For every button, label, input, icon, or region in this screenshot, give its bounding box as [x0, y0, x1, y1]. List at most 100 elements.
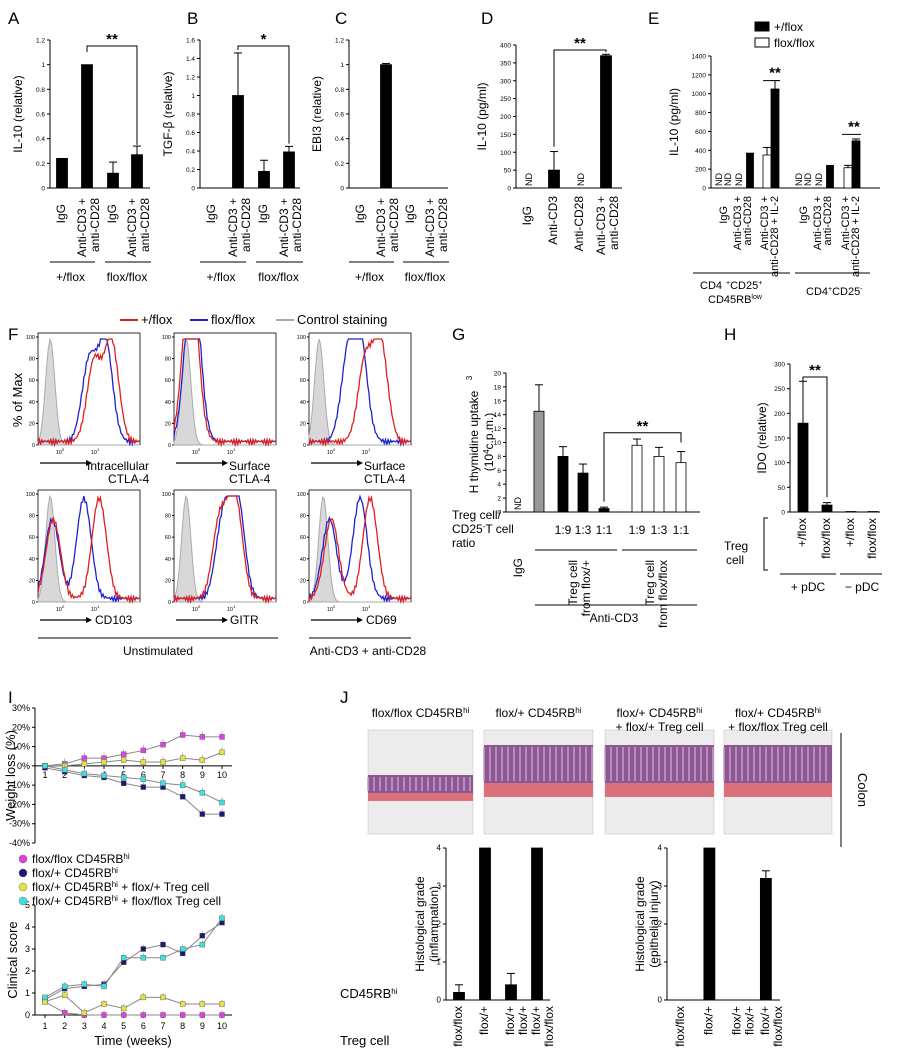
y-tick-label: 200	[774, 411, 785, 418]
y-tick-label: 20	[29, 578, 35, 584]
y-tick-label: 0	[497, 510, 501, 517]
y-tick-label: 20%	[12, 722, 30, 732]
legend-swatch-flox-flox	[754, 37, 770, 48]
y-tick-label: 20	[300, 421, 306, 427]
histology-subtitle: + flox/flox Treg cell	[728, 720, 828, 734]
y-axis-title: Weight loss (%)	[3, 730, 18, 821]
x-tick-label: flox/flox	[819, 518, 833, 559]
y-tick-label: 0	[32, 600, 35, 606]
panel-letter-j: J	[340, 688, 349, 707]
row-label-treg: Treg cell	[340, 1033, 389, 1048]
y-tick-label: 400	[500, 43, 511, 50]
bracket	[763, 517, 768, 571]
x-tick-label: anti-CD28	[822, 196, 834, 246]
bar	[131, 154, 143, 189]
axis-arrowhead	[357, 617, 363, 623]
significance-stars: **	[848, 118, 860, 135]
data-point	[140, 955, 147, 961]
legend-swatch-plus-flox	[754, 21, 770, 32]
x-tick-label: 100	[56, 447, 65, 456]
group-label: from flox/flox	[656, 560, 670, 628]
y-tick-label: 20	[300, 578, 306, 584]
y-tick-label: 8	[497, 454, 501, 461]
y-tick-label: 0	[32, 443, 35, 449]
y-tick-label: 250	[774, 386, 785, 393]
data-point	[179, 1012, 186, 1018]
y-tick-label: 4	[497, 482, 501, 489]
ratio-value: 1:9	[555, 523, 572, 537]
bar	[548, 169, 560, 189]
x-tick-label: IgG	[511, 558, 525, 577]
panel-letter-b: B	[187, 9, 198, 28]
y-tick-label: 60	[29, 378, 35, 384]
axis-arrowhead	[86, 617, 92, 623]
y-tick-label: 18	[494, 384, 502, 391]
data-point	[199, 790, 206, 796]
data-point	[219, 799, 225, 806]
x-tick-label: flox/flox	[865, 518, 879, 559]
y-tick-label: 150	[774, 436, 785, 443]
y-axis-title: (104c.p.m.)	[482, 413, 496, 471]
y-tick-label: 20	[29, 421, 35, 427]
legend-marker	[18, 854, 28, 864]
y-axis-title-sup: 3	[465, 375, 474, 380]
y-tick-label: 0	[781, 510, 785, 517]
bar-plus-flox	[770, 88, 780, 189]
group-label: Treg cell	[643, 560, 657, 606]
y-tick-label: 40	[300, 557, 306, 563]
y-tick-label: 80	[300, 514, 306, 520]
y-tick-label: 0.2	[36, 161, 45, 168]
ratio-value: 1:9	[629, 523, 646, 537]
x-tick-label: anti-CD28	[290, 198, 304, 252]
y-tick-label: 100	[162, 335, 171, 341]
x-tick-label: +/flox	[795, 518, 809, 547]
group-label: from flox/+	[579, 560, 593, 616]
panel-letter-d: D	[481, 9, 493, 28]
data-point	[160, 741, 166, 748]
y-tick-label: 20	[165, 578, 171, 584]
y-tick-label: 3	[25, 944, 30, 954]
y-tick-label: 0.6	[186, 130, 195, 137]
y-tick-label: 100	[26, 335, 35, 341]
y-tick-label: 4	[437, 844, 442, 853]
legend-label: flox/+ CD45RBhi + flox/flox Treg cell	[32, 894, 221, 908]
y-tick-label: 5	[25, 900, 30, 910]
significance-stars: **	[637, 418, 649, 435]
x-tick-label: 10	[217, 1021, 227, 1031]
data-point	[219, 1001, 225, 1007]
y-tick-label: 0	[191, 186, 195, 193]
data-point	[120, 780, 127, 786]
y-tick-label: 800	[695, 110, 706, 117]
marker-label: CTLA-4	[108, 472, 150, 486]
x-tick-label: 8	[180, 770, 185, 780]
significance-stars: **	[574, 35, 586, 52]
marker-label: Surface	[229, 459, 271, 473]
marker-label: CD103	[95, 613, 133, 627]
y-axis-title: IL-10 (pg/ml)	[667, 88, 681, 156]
y-tick-label: 80	[29, 357, 35, 363]
x-tick-label: 101	[362, 604, 371, 613]
data-point	[140, 994, 147, 1001]
y-tick-label: 16	[494, 398, 502, 405]
histogram-plus-flox	[173, 338, 277, 448]
y-tick-label: 2	[497, 496, 501, 503]
marker-label: CD69	[366, 613, 397, 627]
histogram-plus-flox	[308, 338, 412, 447]
x-tick-label: Anti-CD3 +	[732, 196, 744, 250]
data-point	[179, 732, 186, 738]
y-tick-label: 60	[29, 535, 35, 541]
x-tick-label: flox/flox	[771, 1006, 785, 1047]
y-tick-label: 50	[778, 485, 786, 492]
nd-label: ND	[734, 173, 744, 186]
x-tick-label: flox/+	[503, 1006, 517, 1035]
y-tick-label: 0	[25, 1010, 30, 1020]
bar-plus-flox	[826, 164, 834, 189]
y-tick-label: 1	[658, 958, 663, 967]
y-tick-label: 2	[658, 920, 663, 929]
y-axis-title: (epithelial injury)	[647, 880, 661, 967]
nd-label: ND	[803, 173, 813, 186]
x-tick-label: IgG	[403, 204, 417, 223]
marker-label: GITR	[230, 613, 259, 627]
series-line	[44, 734, 222, 767]
